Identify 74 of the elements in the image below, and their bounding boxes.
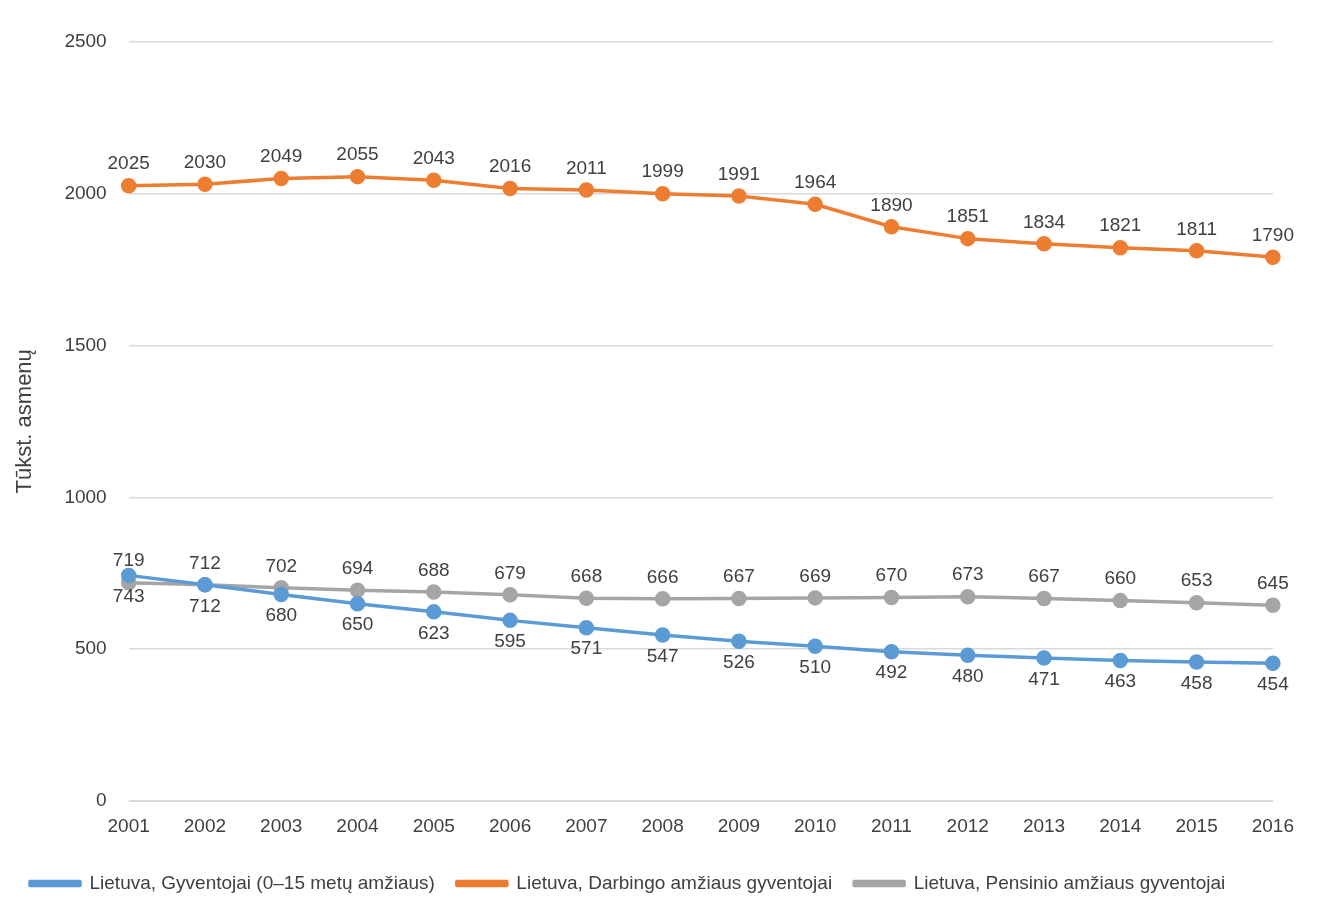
x-tick-label: 2015 [1175, 814, 1218, 836]
data-label: 670 [875, 564, 908, 586]
data-label: 463 [1104, 670, 1137, 692]
data-label: 653 [1180, 569, 1213, 591]
data-label: 2030 [183, 150, 227, 172]
x-tick-label: 2005 [412, 814, 455, 836]
data-label: 1964 [794, 171, 837, 193]
data-label: 673 [951, 563, 984, 585]
legend-label: Lietuva, Darbingo amžiaus gyventojai [516, 871, 833, 893]
data-label: 1999 [641, 160, 684, 182]
data-label: 719 [112, 549, 145, 571]
x-tick-label: 2012 [946, 814, 989, 836]
x-tick-label: 2007 [565, 814, 608, 836]
x-tick-label: 2011 [871, 814, 912, 836]
data-label: 623 [417, 621, 450, 643]
data-label: 458 [1180, 671, 1213, 693]
data-label: 454 [1257, 672, 1290, 694]
x-tick-label: 2009 [717, 814, 761, 836]
y-tick-label: 2000 [64, 181, 107, 203]
data-label: 571 [570, 637, 603, 659]
y-tick-label: 0 [96, 789, 107, 811]
data-label: 1790 [1251, 223, 1295, 245]
data-label: 712 [189, 594, 221, 616]
data-label: 667 [723, 565, 755, 587]
data-label: 1834 [1022, 210, 1066, 232]
data-label: 2049 [260, 145, 303, 167]
x-tick-label: 2010 [794, 814, 837, 836]
x-tick-label: 2008 [641, 814, 684, 836]
legend-label: Lietuva, Pensinio amžiaus gyventojai [913, 871, 1226, 893]
data-label: 1821 [1099, 214, 1142, 236]
data-label: 2011 [565, 156, 607, 178]
data-label: 510 [799, 655, 832, 677]
y-tick-label: 500 [74, 637, 107, 659]
x-tick-label: 2014 [1099, 814, 1142, 836]
data-label: 694 [341, 557, 374, 579]
data-label: 650 [341, 613, 374, 635]
data-label: 2025 [107, 152, 150, 174]
x-tick-label: 2013 [1022, 814, 1066, 836]
data-label: 547 [646, 644, 679, 666]
y-tick-label: 1000 [64, 485, 107, 507]
x-tick-label: 2003 [260, 814, 303, 836]
y-tick-label: 2500 [64, 29, 107, 51]
data-label: 669 [799, 564, 832, 586]
data-label: 1890 [870, 193, 913, 215]
x-tick-label: 2002 [183, 814, 227, 836]
data-label: 1811 [1176, 217, 1218, 239]
x-tick-label: 2006 [488, 814, 532, 836]
data-label: 666 [646, 565, 679, 587]
x-tick-label: 2004 [336, 814, 380, 836]
data-label: 712 [189, 551, 221, 573]
data-label: 2055 [336, 143, 379, 165]
data-label: 668 [570, 564, 603, 586]
y-axis-title: Tūkst. asmenų [11, 349, 37, 494]
data-label: 645 [1257, 571, 1289, 593]
data-label: 1851 [946, 205, 989, 227]
data-label: 702 [265, 554, 298, 576]
data-label: 595 [494, 630, 526, 652]
data-label: 2043 [412, 147, 455, 169]
data-label: 743 [112, 585, 145, 607]
x-tick-label: 2001 [107, 814, 150, 836]
data-label: 526 [723, 651, 755, 673]
legend-label: Lietuva, Gyventojai (0–15 metų amžiaus) [89, 871, 435, 893]
y-tick-label: 1500 [64, 333, 107, 355]
data-label: 2016 [488, 155, 532, 177]
data-label: 679 [494, 561, 526, 583]
data-label: 688 [417, 558, 450, 580]
data-label: 1991 [717, 162, 761, 184]
data-label: 660 [1104, 567, 1137, 589]
data-label: 492 [875, 661, 908, 683]
data-label: 471 [1028, 667, 1060, 689]
x-tick-label: 2016 [1251, 814, 1295, 836]
data-label: 667 [1028, 565, 1060, 587]
data-label: 680 [265, 604, 298, 626]
data-label: 480 [951, 665, 984, 687]
